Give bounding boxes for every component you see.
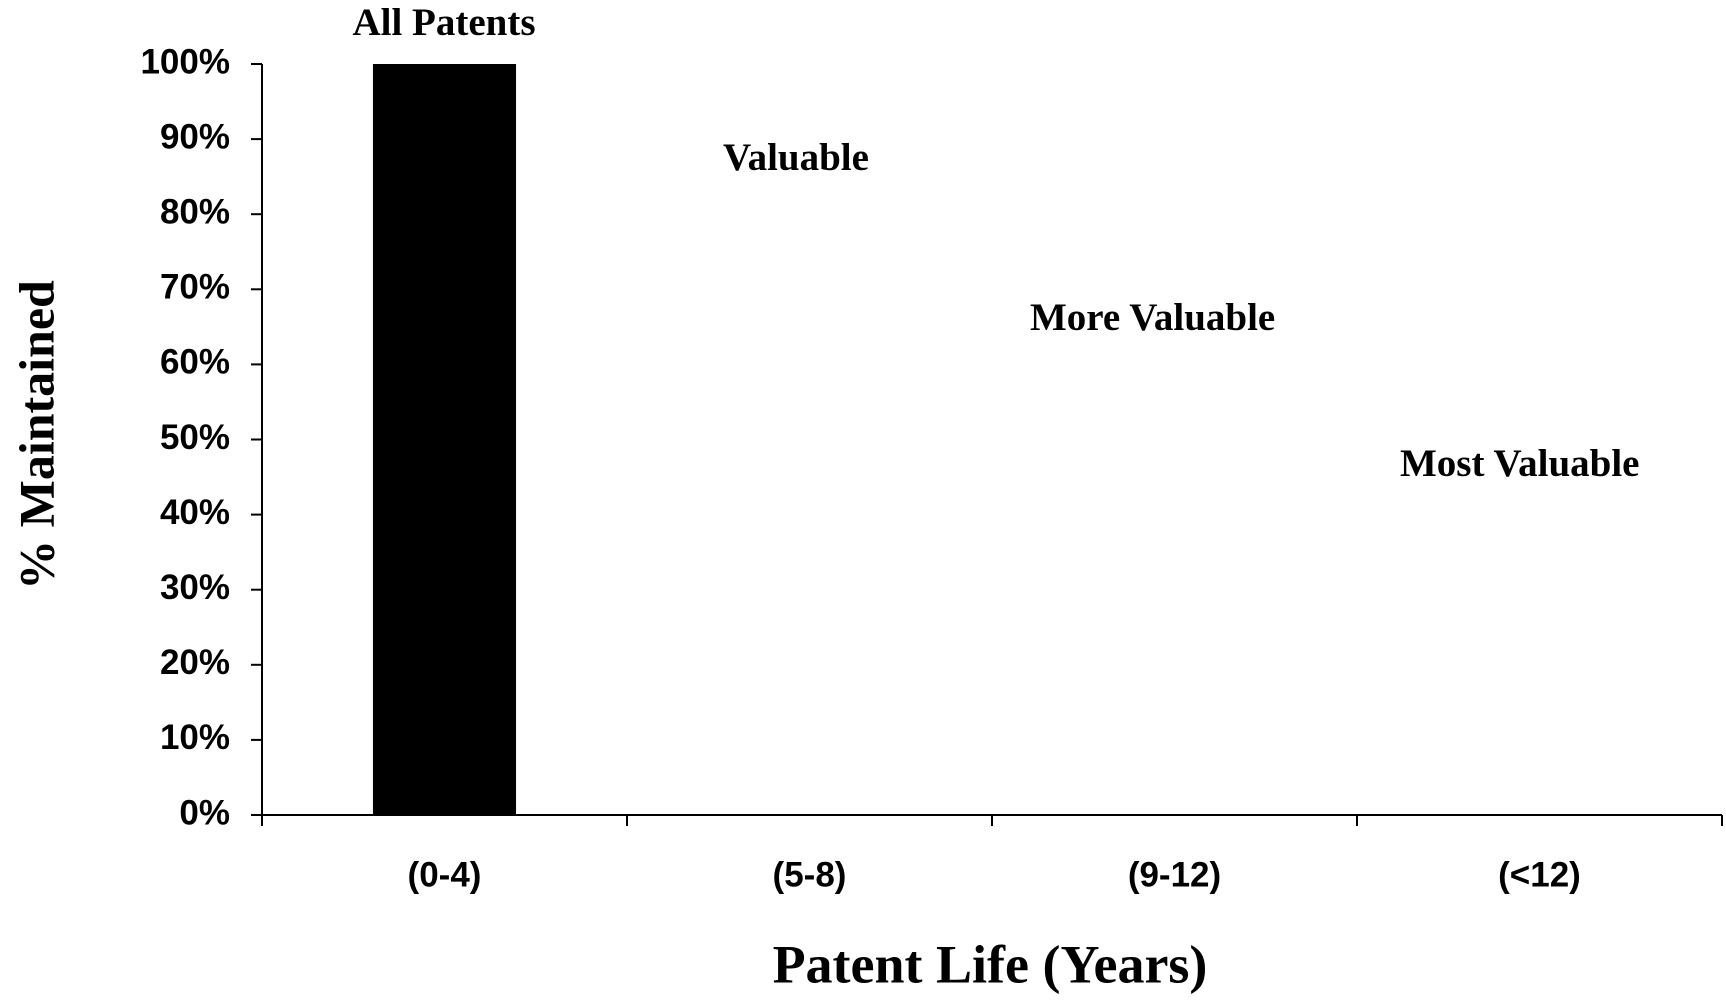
y-tick-label: 90% — [160, 117, 230, 156]
annotation: Most Valuable — [1400, 442, 1639, 485]
x-tick-label: (9-12) — [1128, 855, 1221, 894]
y-tick-label: 100% — [140, 42, 230, 81]
y-axis-title: % Maintained — [8, 280, 64, 590]
y-tick-label: 60% — [160, 343, 230, 382]
bar — [372, 64, 517, 815]
x-tick-label: (<12) — [1498, 855, 1581, 894]
y-tick-label: 20% — [160, 643, 230, 682]
y-tick-label: 50% — [160, 418, 230, 457]
x-axis-title: Patent Life (Years) — [773, 934, 1208, 994]
y-tick-label: 10% — [160, 718, 230, 757]
annotation: All Patents — [352, 1, 535, 44]
y-tick-label: 70% — [160, 268, 230, 307]
annotation: Valuable — [723, 136, 869, 179]
y-tick-label: 0% — [179, 793, 230, 832]
y-tick-label: 80% — [160, 192, 230, 231]
y-tick-label: 40% — [160, 493, 230, 532]
y-tick-label: 30% — [160, 568, 230, 607]
x-tick-label: (5-8) — [773, 855, 847, 894]
annotation: More Valuable — [1030, 296, 1275, 339]
x-tick-label: (0-4) — [408, 855, 482, 894]
